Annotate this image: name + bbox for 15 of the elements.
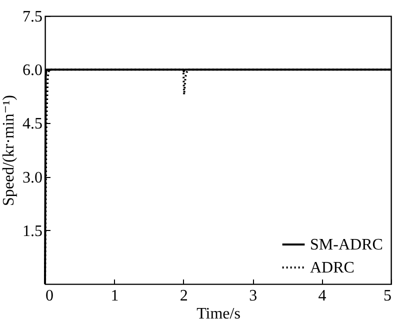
y-tick-label: 7.5 — [22, 8, 42, 26]
x-tick-label: 0 — [46, 288, 54, 304]
x-tick-label: 2 — [180, 288, 188, 304]
legend-label: SM-ADRC — [310, 236, 383, 254]
x-tick-label: 4 — [318, 288, 326, 304]
x-axis-title: Time/s — [196, 306, 240, 322]
y-tick-label: 6.0 — [22, 62, 42, 80]
y-axis-title: Speed/(kr·min⁻¹) — [0, 95, 18, 206]
y-tick-label: 4.5 — [22, 116, 42, 133]
x-tick-label: 1 — [110, 288, 119, 304]
x-tick-label: 5 — [384, 288, 392, 304]
x-tick-label: 3 — [249, 288, 258, 304]
y-tick-label: 1.5 — [22, 222, 42, 240]
y-tick-label: 3.0 — [22, 169, 42, 186]
legend-label: ADRC — [310, 260, 354, 276]
